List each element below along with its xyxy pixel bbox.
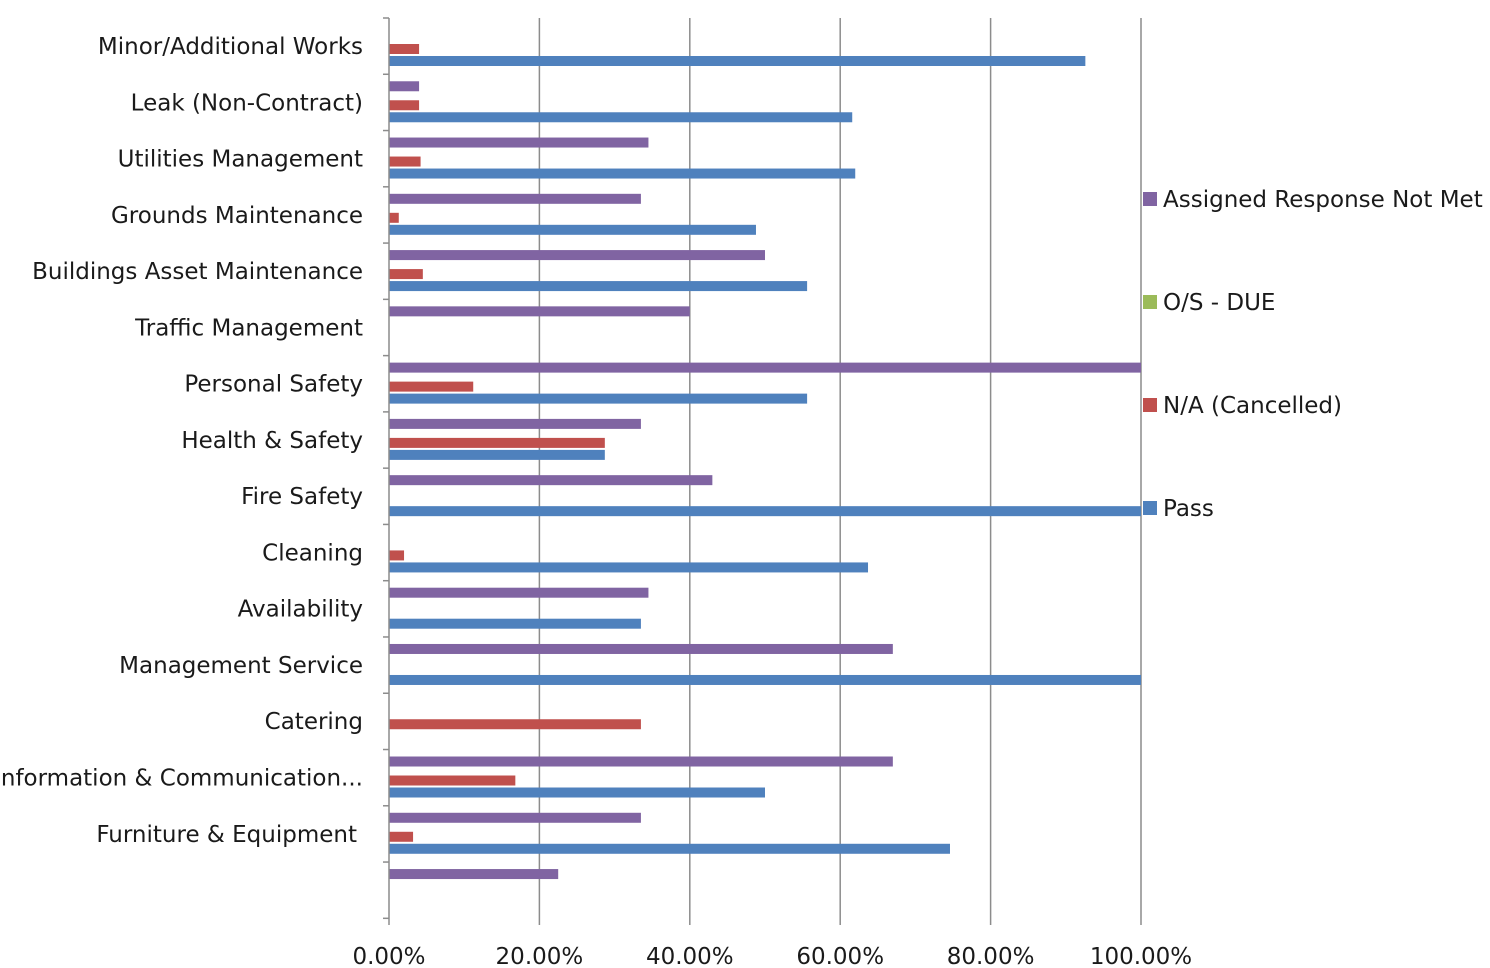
category-label-management-service: Management Service [119,653,363,679]
bar-assigned-response-not-met-catering [389,756,893,767]
bar-n-a-cancelled-cleaning [389,550,405,561]
bar-pass-leak-non-contract [389,112,853,123]
category-label-utilities-management: Utilities Management [118,147,363,173]
category-label-availability: Availability [238,597,363,623]
x-tick-label: 60.00% [796,944,884,968]
legend-swatch-assigned-response-not-met [1143,192,1157,206]
x-tick-label: 0.00% [352,944,425,968]
bar-n-a-cancelled-leak-non-contract [389,100,420,111]
bar-n-a-cancelled-minor-additional-works [389,44,420,54]
bar-pass-minor-additional-works [389,56,1086,66]
x-tick-label: 20.00% [496,944,584,968]
category-label-furniture-equipment: Furniture & Equipment [96,822,357,848]
bar-pass-availability [389,618,641,629]
category-labels: Minor/Additional Works Leak (Non-Contract… [0,34,363,848]
bar-assigned-response-not-met-traffic-management [389,362,1141,373]
bar-pass-buildings-asset-maintenance [389,281,808,292]
category-label-grounds-maintenance: Grounds Maintenance [111,203,363,229]
x-tick-label: 100.00% [1090,944,1192,968]
tick-labels: 0.00% 20.00% 40.00% 60.00% 80.00% 100.00% [352,944,1192,968]
category-label-fire-safety: Fire Safety [241,484,363,510]
bar-pass-cleaning [389,562,869,573]
bar-pass-utilities-management [389,168,856,179]
bar-assigned-response-not-met-buildings-asset-maintenance [389,306,690,317]
bar-assigned-response-not-met-health-safety [389,475,713,486]
category-label-cleaning: Cleaning [262,540,363,566]
bar-n-a-cancelled-health-safety [389,437,605,448]
bar-n-a-cancelled-information-communication [389,775,516,786]
bar-pass-health-safety [389,449,605,460]
bars [389,44,1141,880]
legend-label-n-a-cancelled: N/A (Cancelled) [1163,393,1342,419]
legend-label-assigned-response-not-met: Assigned Response Not Met [1163,187,1483,213]
legend-label-pass: Pass [1163,496,1214,522]
legend-swatch-o-s-due [1143,295,1157,309]
bar-n-a-cancelled-catering [389,719,641,730]
bar-assigned-response-not-met-utilities-management [389,193,641,204]
category-label-buildings-asset-maintenance: Buildings Asset Maintenance [32,259,363,285]
bar-n-a-cancelled-personal-safety [389,381,474,392]
legend-label-o-s-due: O/S - DUE [1163,290,1275,316]
x-tick-label: 80.00% [947,944,1035,968]
category-label-personal-safety: Personal Safety [184,372,363,398]
legend: Assigned Response Not Met O/S - DUE N/A (C… [1143,187,1483,522]
category-label-minor-additional-works: Minor/Additional Works [98,34,363,60]
bar-n-a-cancelled-grounds-maintenance [389,212,399,223]
bar-assigned-response-not-met-grounds-maintenance [389,250,765,261]
bar-assigned-response-not-met-availability [389,643,893,654]
bar-n-a-cancelled-buildings-asset-maintenance [389,269,423,280]
bar-pass-furniture-equipment [389,843,950,854]
bar-pass-grounds-maintenance [389,224,756,235]
bar-assigned-response-not-met-cleaning [389,587,649,598]
legend-swatch-pass [1143,501,1157,515]
bar-assigned-response-not-met-minor-additional-works [389,81,420,92]
axes [383,17,1142,925]
bar-pass-management-service [389,674,1141,685]
bar-pass-personal-safety [389,393,808,404]
x-tick-label: 40.00% [646,944,734,968]
bar-assigned-response-not-met-furniture-equipment [389,869,559,880]
category-label-traffic-management: Traffic Management [134,315,363,341]
bar-assigned-response-not-met-personal-safety [389,418,641,429]
category-label-catering: Catering [265,709,363,735]
bar-n-a-cancelled-furniture-equipment [389,831,414,842]
category-label-information-communication: Information & Communication... [0,766,363,792]
category-label-leak-non-contract: Leak (Non-Contract) [131,90,363,116]
bar-pass-fire-safety [389,506,1141,517]
gridlines [538,18,1142,918]
legend-swatch-n-a-cancelled [1143,398,1157,412]
category-label-health-safety: Health & Safety [181,428,363,454]
bar-assigned-response-not-met-information-communication [389,812,641,823]
bar-assigned-response-not-met-leak-non-contract [389,137,649,148]
bar-pass-information-communication [389,787,765,798]
bar-n-a-cancelled-utilities-management [389,156,421,167]
